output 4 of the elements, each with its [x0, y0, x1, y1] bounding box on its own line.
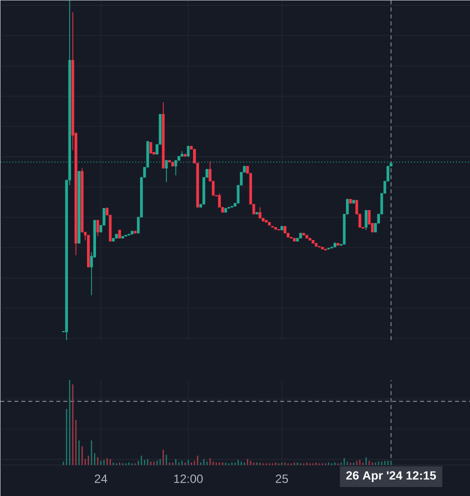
x-tick-label: 26 Apr '24 12:15 [346, 471, 436, 482]
x-tick-label: 25 [276, 474, 288, 483]
x-tick-label: 24 [94, 474, 107, 483]
x-tick-label: 12:00 [174, 474, 203, 483]
